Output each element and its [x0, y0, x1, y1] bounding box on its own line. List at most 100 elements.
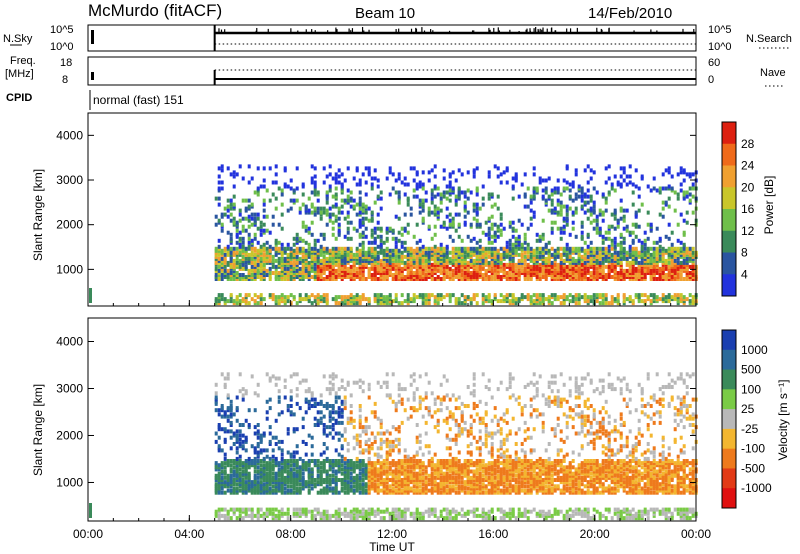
heatmap-cell — [682, 190, 686, 195]
heatmap-cell — [487, 174, 491, 179]
heatmap-cell — [325, 212, 329, 217]
heatmap-cell — [487, 250, 491, 255]
heatmap-cell — [325, 194, 329, 199]
heatmap-cell — [562, 258, 566, 263]
heatmap-cell — [559, 192, 563, 197]
heatmap-cell — [238, 212, 242, 217]
heatmap-cell — [238, 488, 242, 493]
heatmap-cell — [643, 238, 647, 243]
heatmap-cell — [382, 486, 386, 491]
heatmap-cell — [478, 271, 482, 275]
heatmap-cell — [346, 482, 350, 487]
heatmap-cell — [634, 293, 638, 298]
heatmap-cell — [382, 248, 386, 253]
heatmap-cell — [292, 463, 296, 468]
heatmap-cell — [679, 252, 683, 257]
heatmap-cell — [406, 293, 410, 298]
heatmap-cell — [349, 467, 353, 472]
heatmap-cell — [235, 467, 239, 472]
heatmap-cell — [349, 459, 353, 463]
heatmap-cell — [439, 297, 443, 302]
heatmap-cell — [274, 264, 278, 269]
heatmap-cell — [244, 475, 248, 480]
heatmap-cell — [337, 507, 341, 512]
heatmap-cell — [556, 295, 560, 300]
heatmap-cell — [217, 218, 221, 223]
heatmap-cell — [451, 246, 455, 251]
heatmap-cell — [295, 401, 299, 406]
heatmap-cell — [391, 273, 395, 277]
heatmap-cell — [328, 418, 332, 423]
heatmap-cell — [307, 484, 311, 489]
heatmap-cell — [241, 439, 245, 444]
heatmap-cell — [256, 262, 260, 267]
heatmap-cell — [223, 513, 227, 518]
heatmap-cell — [628, 174, 632, 179]
heatmap-cell — [268, 463, 272, 468]
heatmap-cell — [397, 176, 401, 181]
heatmap-cell — [301, 509, 305, 514]
heatmap-cell — [553, 271, 557, 275]
heatmap-cell — [385, 385, 389, 389]
heatmap-cell — [262, 473, 266, 478]
heatmap-cell — [214, 431, 218, 436]
heatmap-cell — [337, 228, 341, 233]
heatmap-cell — [247, 204, 251, 209]
heatmap-cell — [289, 454, 293, 459]
heatmap-cell — [229, 212, 233, 217]
heatmap-cell — [394, 480, 398, 485]
heatmap-cell — [394, 437, 398, 442]
heatmap-cell — [232, 507, 236, 512]
heatmap-cell — [451, 216, 455, 221]
heatmap-cell — [241, 516, 245, 521]
heatmap-cell — [589, 252, 593, 257]
heatmap-cell — [463, 214, 467, 219]
heatmap-cell — [682, 168, 686, 173]
heatmap-cell — [610, 182, 614, 187]
heatmap-cell — [229, 206, 233, 211]
heatmap-cell — [274, 376, 278, 381]
heatmap-cell — [244, 439, 248, 444]
heatmap-cell — [670, 258, 674, 263]
heatmap-cell — [403, 226, 407, 231]
heatmap-cell — [448, 222, 452, 227]
heatmap-cell — [265, 461, 269, 466]
heatmap-cell — [481, 293, 485, 298]
heatmap-cell — [592, 252, 596, 257]
heatmap-cell — [343, 399, 347, 404]
heatmap-cell — [220, 248, 224, 253]
heatmap-cell — [337, 210, 341, 215]
heatmap-cell — [385, 475, 389, 480]
heatmap-cell — [592, 246, 596, 251]
heatmap-cell — [373, 246, 377, 251]
heatmap-cell — [226, 478, 230, 482]
heatmap-cell — [376, 482, 380, 487]
heatmap-cell — [400, 293, 404, 298]
heatmap-cell — [226, 475, 230, 480]
heatmap-cell — [625, 224, 629, 229]
heatmap-cell — [283, 465, 287, 470]
heatmap-cell — [394, 293, 398, 298]
heatmap-cell — [325, 246, 329, 251]
heatmap-cell — [340, 266, 344, 271]
heatmap-cell — [472, 202, 476, 207]
heatmap-cell — [583, 248, 587, 253]
heatmap-cell — [217, 264, 221, 269]
heatmap-cell — [232, 299, 236, 304]
nsky-tick-top: 10^5 — [50, 24, 74, 36]
heatmap-cell — [412, 248, 416, 253]
heatmap-cell — [232, 433, 236, 438]
heatmap-cell — [343, 484, 347, 489]
heatmap-cell — [241, 444, 245, 449]
heatmap-cell — [589, 206, 593, 211]
heatmap-cell — [361, 478, 365, 482]
heatmap-cell — [454, 198, 458, 203]
heatmap-cell — [367, 490, 371, 495]
heatmap-cell — [226, 372, 230, 377]
heatmap-cell — [301, 246, 305, 251]
heatmap-cell — [325, 293, 329, 298]
heatmap-cell — [481, 202, 485, 207]
heatmap-cell — [442, 190, 446, 195]
heatmap-cell — [616, 242, 620, 247]
heatmap-cell — [466, 234, 470, 239]
